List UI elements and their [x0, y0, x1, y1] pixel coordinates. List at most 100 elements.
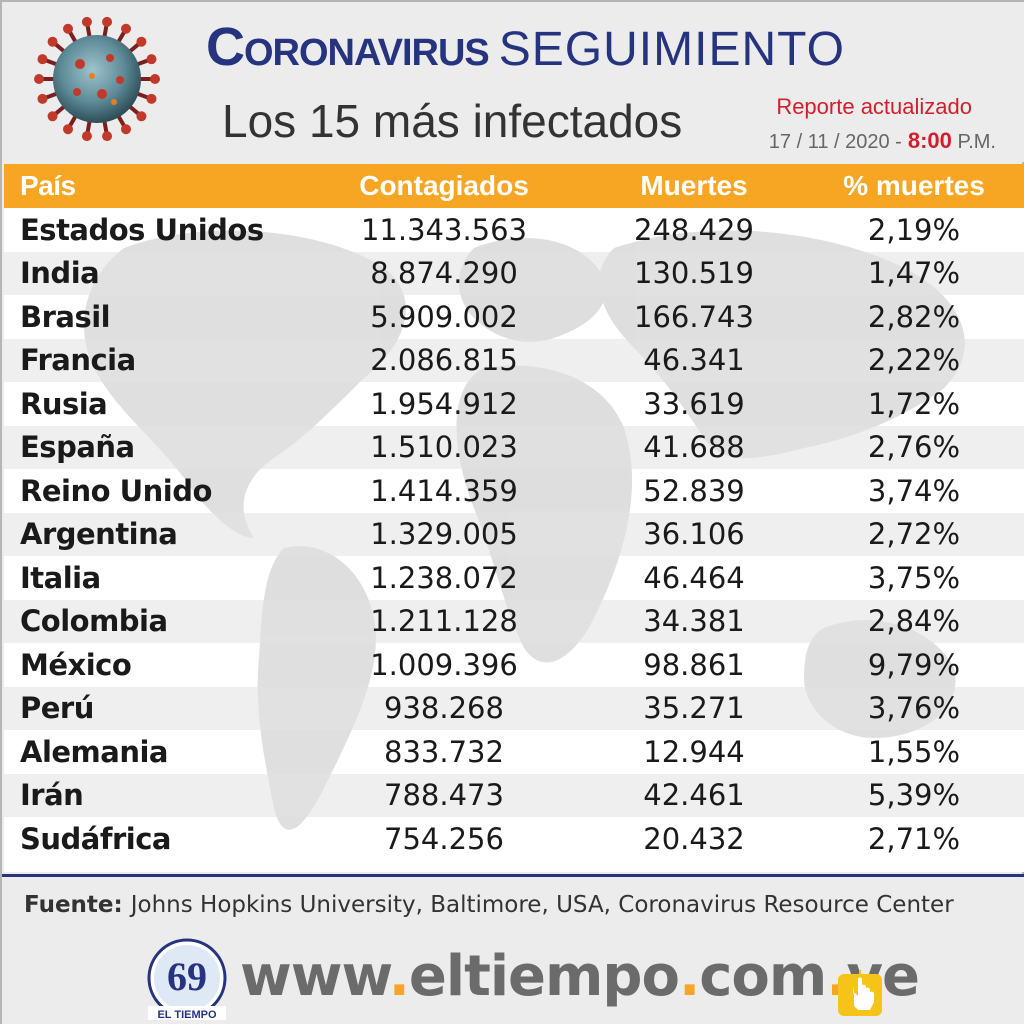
- cell-infected: 8.874.290: [370, 256, 518, 291]
- cell-deaths: 42.461: [643, 778, 745, 813]
- virus-spike-tip: [146, 54, 157, 65]
- cell-deaths: 130.519: [634, 256, 754, 291]
- table-row: Francia 2.086.815 46.341 2,22%: [4, 338, 1024, 382]
- cell-deaths: 46.341: [643, 343, 745, 378]
- cell-infected: 1.009.396: [370, 647, 518, 682]
- cell-country: Brasil: [20, 299, 111, 334]
- site-part: www: [240, 944, 390, 1009]
- virus-spike-tip: [34, 74, 44, 84]
- table-row: Argentina 1.329.005 36.106 2,72%: [4, 512, 1024, 556]
- virus-spike-tip: [150, 74, 160, 84]
- coronavirus-icon: [34, 16, 160, 142]
- table-row: Perú 938.268 35.271 3,76%: [4, 686, 1024, 730]
- table-row: Brasil 5.909.002 166.743 2,82%: [4, 295, 1024, 339]
- source-label: Fuente:: [24, 891, 123, 918]
- cell-infected: 938.268: [384, 691, 504, 726]
- cell-country: Francia: [20, 343, 136, 378]
- virus-spike-tip: [37, 93, 48, 104]
- header: Coronavirus SEGUIMIENTO Los 15 más infect…: [2, 2, 1024, 162]
- virus-spike-tip: [81, 16, 92, 27]
- table-row: Reino Unido 1.414.359 52.839 3,74%: [4, 469, 1024, 513]
- virus-spike-tip: [146, 93, 157, 104]
- site-dot: .: [678, 944, 700, 1009]
- cell-deaths: 35.271: [643, 691, 745, 726]
- cell-country: Argentina: [20, 517, 178, 552]
- cell-death-rate: 2,84%: [867, 604, 961, 639]
- table-body: Estados Unidos 11.343.563 248.429 2,19% Ind…: [4, 208, 1024, 861]
- cell-death-rate: 1,47%: [867, 256, 961, 291]
- cell-death-rate: 2,19%: [867, 212, 961, 247]
- cell-deaths: 34.381: [643, 604, 745, 639]
- cell-infected: 1.238.072: [370, 560, 518, 595]
- cell-country: Rusia: [20, 386, 108, 421]
- table-row: Italia 1.238.072 46.464 3,75%: [4, 556, 1024, 600]
- table-row: India 8.874.290 130.519 1,47%: [4, 251, 1024, 295]
- cell-death-rate: 2,82%: [867, 299, 961, 334]
- source-text: Johns Hopkins University, Baltimore, USA…: [130, 891, 954, 918]
- virus-spike-tip: [136, 111, 147, 122]
- title-coronavirus: Coronavirus: [206, 17, 490, 77]
- cell-death-rate: 2,76%: [867, 430, 961, 465]
- cell-infected: 1.414.359: [370, 473, 518, 508]
- cell-country: Colombia: [20, 604, 168, 639]
- virus-spike-tip: [121, 124, 131, 135]
- footer-branding: 69 EL TIEMPO www.eltiempo.com.ve: [2, 932, 1024, 1024]
- virus-spike-tip: [63, 124, 73, 135]
- cell-deaths: 41.688: [643, 430, 745, 465]
- cell-death-rate: 9,79%: [867, 647, 961, 682]
- virus-spike-tip: [63, 23, 73, 34]
- site-part: com: [699, 944, 827, 1009]
- report-date-value: 17 / 11 / 2020 -: [768, 131, 902, 153]
- cell-country: Estados Unidos: [20, 212, 264, 247]
- cell-infected: 1.211.128: [370, 604, 518, 639]
- cell-death-rate: 2,71%: [867, 821, 961, 856]
- cell-death-rate: 1,55%: [867, 734, 961, 769]
- header-death-rate: % muertes: [843, 170, 985, 201]
- table-row: Alemania 833.732 12.944 1,55%: [4, 730, 1024, 774]
- cell-death-rate: 3,74%: [867, 473, 961, 508]
- cell-infected: 11.343.563: [360, 212, 528, 247]
- report-date: 17 / 11 / 2020 -8:00 P.M.: [769, 128, 996, 154]
- cell-deaths: 166.743: [634, 299, 754, 334]
- cell-deaths: 12.944: [643, 734, 745, 769]
- virus-spike-tip: [47, 111, 58, 122]
- data-table: País Contagiados Muertes % muertes Estad…: [4, 164, 1024, 872]
- click-hand-icon[interactable]: [836, 968, 884, 1018]
- cell-infected: 754.256: [384, 821, 504, 856]
- source-line: Fuente: Johns Hopkins University, Baltim…: [2, 874, 1024, 932]
- subtitle: Los 15 más infectados: [222, 95, 683, 147]
- table-row: Estados Unidos 11.343.563 248.429 2,19%: [4, 208, 1024, 252]
- cell-deaths: 52.839: [643, 473, 745, 508]
- cell-deaths: 248.429: [634, 212, 754, 247]
- cell-infected: 833.732: [384, 734, 504, 769]
- cell-country: Reino Unido: [20, 473, 212, 508]
- cell-country: Irán: [20, 778, 84, 813]
- cell-country: Perú: [20, 691, 94, 726]
- report-time: 8:00: [907, 128, 952, 153]
- title-seguimiento: SEGUIMIENTO: [498, 23, 845, 76]
- virus-spike-tip: [136, 36, 147, 47]
- table-row: Rusia 1.954.912 33.619 1,72%: [4, 382, 1024, 426]
- cell-death-rate: 2,72%: [867, 517, 961, 552]
- cell-death-rate: 5,39%: [867, 778, 961, 813]
- table-row: México 1.009.396 98.861 9,79%: [4, 643, 1024, 687]
- cell-country: España: [20, 430, 135, 465]
- table-row: Colombia 1.211.128 34.381 2,84%: [4, 599, 1024, 643]
- site-part: eltiempo: [408, 944, 680, 1009]
- cell-country: India: [20, 256, 100, 291]
- website-url[interactable]: www.eltiempo.com.ve: [240, 944, 920, 1009]
- table-row: Sudáfrica 754.256 20.432 2,71%: [4, 817, 1024, 861]
- cell-death-rate: 1,72%: [867, 386, 961, 421]
- virus-spike-tip: [47, 36, 58, 47]
- site-dot: .: [388, 944, 410, 1009]
- newspaper-logo-icon: 69 EL TIEMPO: [147, 938, 227, 1021]
- report-label: Reporte actualizado: [776, 94, 972, 119]
- virus-spike-tip: [102, 131, 113, 142]
- virus-spike-tip: [102, 16, 113, 27]
- cell-death-rate: 3,75%: [867, 560, 961, 595]
- cell-infected: 788.473: [384, 778, 504, 813]
- cell-death-rate: 2,22%: [867, 343, 961, 378]
- table-row: Irán 788.473 42.461 5,39%: [4, 773, 1024, 817]
- cell-country: Sudáfrica: [20, 821, 171, 856]
